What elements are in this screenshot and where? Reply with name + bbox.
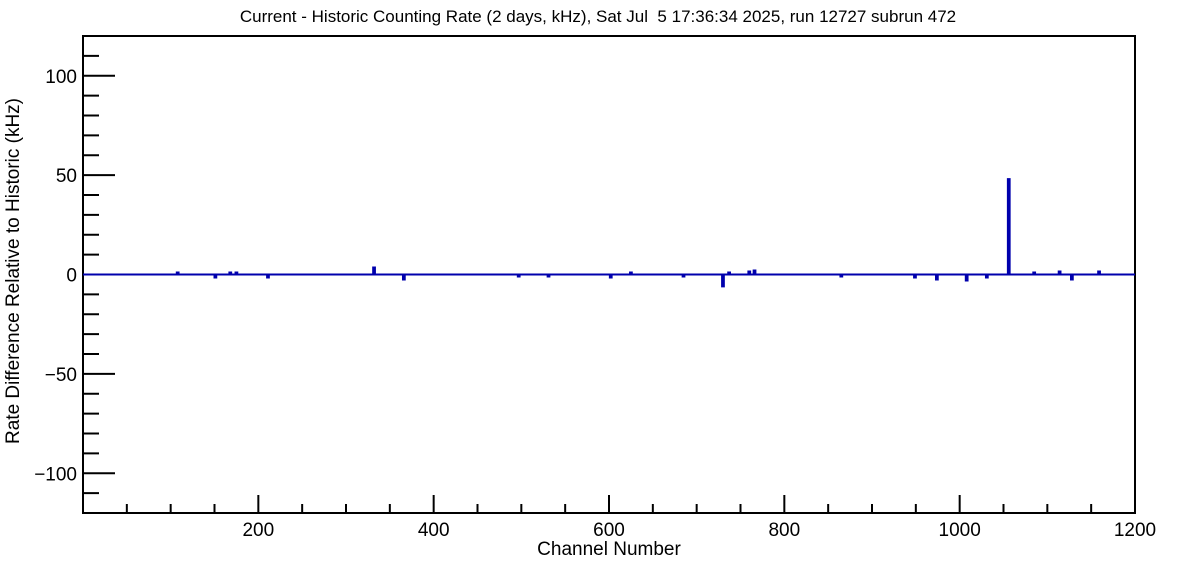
y-axis-title: Rate Difference Relative to Historic (kH… xyxy=(3,98,24,444)
y-tick-labels: −100 −50 0 50 100 xyxy=(34,67,77,486)
x-tick-label: 600 xyxy=(593,520,625,541)
data-line xyxy=(83,178,1135,288)
chart-title: Current - Historic Counting Rate (2 days… xyxy=(239,7,957,26)
x-axis-ticks xyxy=(125,495,1136,513)
y-tick-label: 50 xyxy=(56,166,77,187)
y-tick-label: −100 xyxy=(34,464,77,485)
y-axis-ticks xyxy=(83,54,115,495)
x-axis-title: Channel Number xyxy=(537,539,681,560)
x-tick-label: 1000 xyxy=(939,520,981,541)
y-tick-label: −50 xyxy=(45,365,77,386)
x-tick-label: 1200 xyxy=(1114,520,1156,541)
y-tick-label: 0 xyxy=(66,266,77,287)
x-tick-label: 200 xyxy=(242,520,274,541)
x-tick-label: 800 xyxy=(768,520,800,541)
x-tick-label: 400 xyxy=(418,520,450,541)
x-tick-labels: 200 400 600 800 1000 1200 xyxy=(242,520,1156,541)
y-tick-label: 100 xyxy=(45,67,77,88)
